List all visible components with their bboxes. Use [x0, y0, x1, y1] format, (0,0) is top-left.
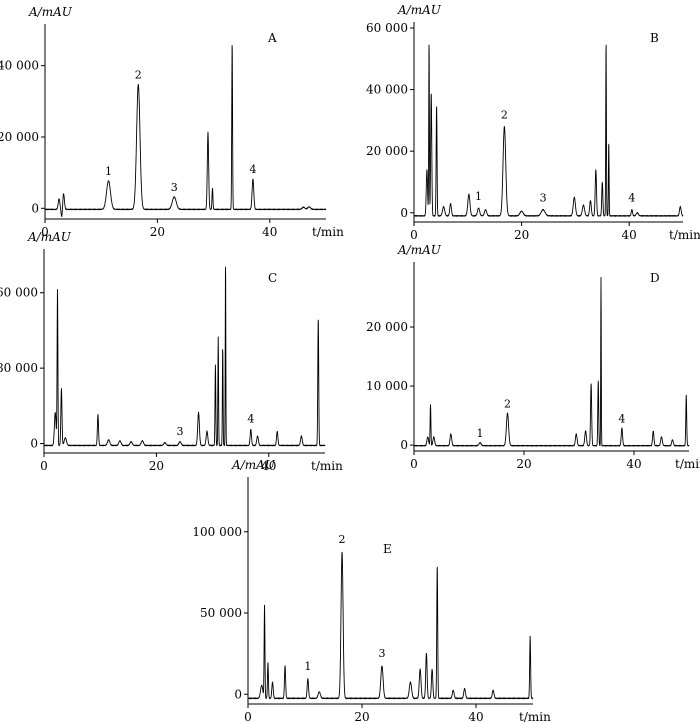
y-axis-label-b: A/mAU: [397, 3, 442, 17]
y-tick-label-b: 60 000: [366, 21, 408, 35]
y-tick-label-c: 80 000: [0, 361, 38, 375]
panel-d: 0 10 000 20 000 0 20 40 A/mAU t/min D 1 2 4: [366, 243, 700, 471]
y-tick-label-d: 0: [400, 438, 408, 452]
peak-label-a-2: 2: [135, 68, 142, 81]
x-tick-label-a: 20: [150, 225, 165, 239]
x-tick-label-e: 40: [468, 710, 483, 723]
peak-label-b-2: 2: [501, 108, 508, 121]
peak-label-d-4: 4: [618, 412, 625, 425]
peak-label-d-2: 2: [504, 398, 511, 411]
peak-label-c-4: 4: [247, 413, 254, 426]
panel-label-e: E: [383, 542, 392, 556]
chromatogram-trace-e: [247, 551, 534, 700]
y-tick-label-e: 50 000: [200, 606, 242, 620]
peak-label-a-3: 3: [171, 181, 178, 194]
peak-label-a-1: 1: [105, 165, 112, 178]
x-tick-label-d: 20: [516, 457, 531, 471]
x-tick-label-b: 0: [410, 228, 418, 242]
x-tick-label-d: 40: [626, 457, 641, 471]
x-tick-label-c: 40: [261, 459, 276, 473]
y-tick-label-e: 0: [234, 687, 242, 701]
x-tick-label-e: 20: [354, 710, 369, 723]
y-tick-label-d: 20 000: [366, 320, 408, 334]
y-tick-label-c: 0: [30, 437, 38, 451]
x-tick-label-c: 0: [40, 459, 48, 473]
y-tick-label-e: 100 000: [192, 525, 242, 539]
peak-label-b-4: 4: [628, 192, 635, 205]
y-axis-label-d: A/mAU: [397, 243, 442, 257]
peak-label-e-1: 1: [304, 660, 311, 673]
panel-label-a: A: [267, 31, 277, 45]
panel-label-d: D: [650, 271, 660, 285]
panel-label-b: B: [650, 31, 659, 45]
chromatogram-trace-c: [43, 266, 326, 447]
x-tick-label-b: 40: [622, 228, 637, 242]
y-tick-label-b: 40 000: [366, 83, 408, 97]
y-tick-label-a: 20 000: [0, 130, 39, 144]
x-tick-label-a: 0: [41, 225, 49, 239]
x-tick-label-a: 40: [262, 225, 277, 239]
chromatogram-trace-a: [44, 45, 327, 217]
x-tick-label-c: 20: [149, 459, 164, 473]
x-tick-label-d: 0: [410, 457, 418, 471]
y-axis-label-e: A/mAU: [231, 458, 276, 472]
x-axis-label-c: t/min: [311, 459, 343, 473]
panel-a: 0 20 000 40 000 0 20 40 A/mAU t/min A 1 2 3 4: [0, 5, 344, 239]
y-tick-label-d: 10 000: [366, 379, 408, 393]
y-axis-label-a: A/mAU: [28, 5, 73, 19]
y-tick-label-a: 0: [31, 201, 39, 215]
peak-label-b-1: 1: [475, 190, 482, 203]
y-axis-label-c: A/mAU: [27, 230, 72, 244]
chromatogram-trace-b: [413, 44, 684, 217]
x-axis-label-a: t/min: [312, 225, 344, 239]
peak-label-e-2: 2: [339, 533, 346, 546]
x-axis-label-e: t/min: [519, 710, 551, 723]
x-tick-label-b: 20: [514, 228, 529, 242]
peak-label-b-3: 3: [540, 192, 547, 205]
y-tick-label-c: 160 000: [0, 286, 38, 300]
y-tick-label-b: 20 000: [366, 144, 408, 158]
panel-label-c: C: [268, 271, 277, 285]
peak-label-c-3: 3: [177, 425, 184, 438]
peak-label-e-3: 3: [378, 647, 385, 660]
x-tick-label-e: 0: [244, 710, 252, 723]
x-axis-label-b: t/min: [669, 228, 700, 242]
chromatogram-trace-d: [413, 277, 690, 447]
x-axis-label-d: t/min: [675, 457, 700, 471]
peak-label-d-1: 1: [477, 427, 484, 440]
y-tick-label-b: 0: [400, 206, 408, 220]
y-tick-label-a: 40 000: [0, 59, 39, 73]
peak-label-a-4: 4: [249, 163, 256, 176]
panel-b: 0 20 000 40 000 60 000 0 20 40 A/mAU t/min B 1 2 3 4: [366, 3, 700, 242]
